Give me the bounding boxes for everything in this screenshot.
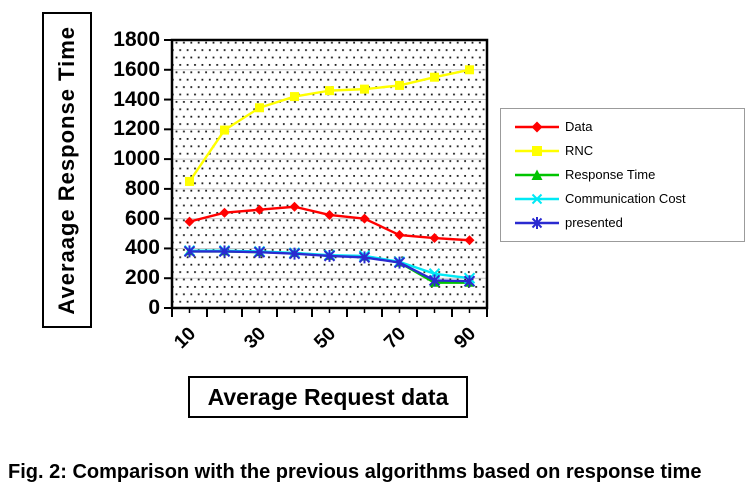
data-marker bbox=[359, 213, 370, 224]
data-marker bbox=[464, 235, 475, 246]
data-marker bbox=[465, 65, 474, 75]
y-axis-title-box: Averaage Response Time bbox=[42, 12, 92, 328]
data-marker bbox=[219, 207, 230, 218]
data-marker bbox=[220, 125, 229, 135]
y-tick-label: 400 bbox=[124, 236, 160, 260]
data-marker bbox=[184, 216, 195, 227]
data-marker bbox=[395, 80, 404, 90]
y-tick-label: 0 bbox=[148, 296, 160, 319]
legend-label: Response Time bbox=[565, 167, 656, 182]
data-marker bbox=[430, 72, 439, 82]
data-marker bbox=[185, 176, 194, 186]
data-marker bbox=[325, 86, 334, 96]
legend-item: Communication Cost bbox=[514, 190, 744, 208]
legend-item: RNC bbox=[514, 142, 744, 160]
data-marker bbox=[290, 92, 299, 102]
plot-dot-fill bbox=[172, 40, 487, 308]
y-tick-label: 1000 bbox=[113, 147, 160, 171]
data-marker bbox=[394, 230, 405, 241]
legend: Data RNC Response Time Communication Cost pr… bbox=[500, 108, 745, 242]
legend-marker-icon bbox=[515, 169, 559, 180]
legend-label: Data bbox=[565, 119, 593, 134]
y-axis-title: Averaage Response Time bbox=[54, 25, 79, 315]
plot-border bbox=[170, 38, 489, 310]
y-tick-label: 1600 bbox=[113, 57, 160, 81]
legend-item: Response Time bbox=[514, 166, 744, 184]
y-tick-label: 200 bbox=[124, 266, 160, 290]
legend-marker-icon bbox=[515, 121, 559, 133]
legend-marker-icon bbox=[515, 217, 559, 229]
data-marker bbox=[324, 209, 335, 220]
legend-item: Data bbox=[514, 118, 744, 136]
y-tick-label: 800 bbox=[124, 176, 160, 200]
legend-label: RNC bbox=[565, 143, 594, 158]
legend-label: presented bbox=[565, 215, 623, 230]
legend-item: presented bbox=[514, 214, 744, 232]
y-tick-label: 600 bbox=[124, 206, 160, 230]
data-marker bbox=[255, 103, 264, 113]
y-tick-label: 1400 bbox=[113, 87, 160, 111]
legend-marker-icon bbox=[515, 146, 559, 156]
legend-label: Communication Cost bbox=[565, 191, 686, 206]
data-marker bbox=[360, 84, 369, 94]
y-tick-label: 1200 bbox=[113, 117, 160, 141]
legend-marker-icon bbox=[515, 193, 559, 205]
figure-caption: Fig. 2: Comparison with the previous alg… bbox=[8, 461, 702, 483]
y-tick-label: 1800 bbox=[113, 28, 160, 51]
plot-area bbox=[164, 38, 489, 317]
data-marker bbox=[429, 233, 440, 244]
x-axis-title: Average Request data bbox=[207, 383, 449, 410]
x-axis-title-box: Average Request data bbox=[188, 376, 468, 418]
data-marker bbox=[254, 204, 265, 215]
data-marker bbox=[289, 201, 300, 212]
